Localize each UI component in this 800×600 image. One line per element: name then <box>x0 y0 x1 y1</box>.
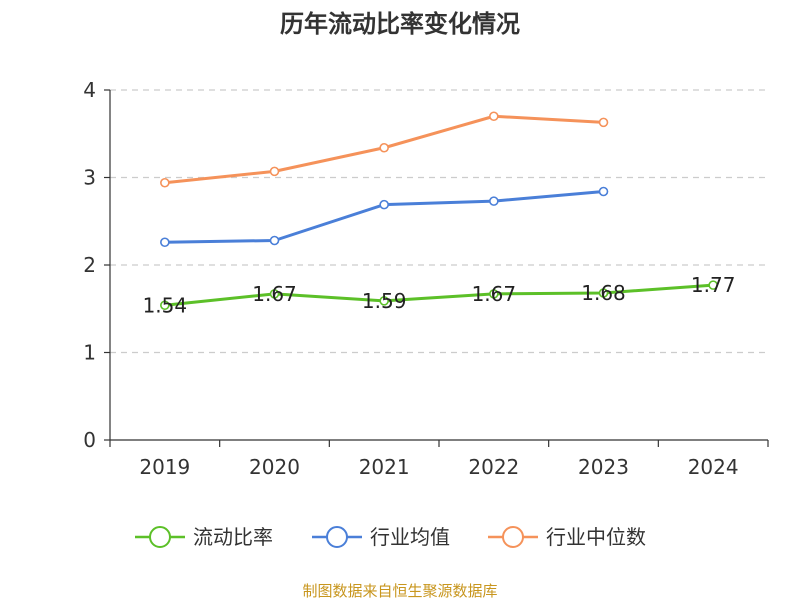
x-tick-label: 2023 <box>578 455 629 479</box>
x-tick-label: 2024 <box>688 455 739 479</box>
data-point <box>598 288 609 298</box>
x-tick-label: 2020 <box>249 455 300 479</box>
chart-title: 历年流动比率变化情况 <box>280 10 520 38</box>
data-point <box>489 111 499 122</box>
x-tick-label: 2022 <box>468 455 519 479</box>
data-point <box>160 300 170 311</box>
legend-label: 行业均值 <box>370 525 450 549</box>
x-tick-label: 2019 <box>139 455 190 479</box>
y-tick-label: 1 <box>83 341 96 365</box>
legend-marker <box>502 526 524 548</box>
data-point <box>379 142 389 153</box>
source-note: 制图数据来自恒生聚源数据库 <box>302 582 497 600</box>
series-group <box>160 111 718 311</box>
legend-marker <box>149 526 171 548</box>
legend-label: 流动比率 <box>193 525 273 549</box>
data-label: 1.68 <box>581 281 626 305</box>
y-tick-label: 2 <box>83 253 96 277</box>
data-point <box>160 177 170 188</box>
data-label: 1.54 <box>143 293 188 317</box>
y-tick-label: 0 <box>83 428 96 452</box>
data-labels: 1.54 1.67 1.59 1.67 1.68 1.77 <box>143 273 736 317</box>
legend-marker <box>326 526 348 548</box>
legend: 流动比率 行业均值 行业中位数 <box>135 525 646 549</box>
axes: 0 1 2 3 4 2019 2020 2021 2022 2023 2024 <box>83 78 769 479</box>
y-tick-label: 4 <box>83 78 96 102</box>
x-tick-label: 2021 <box>359 455 410 479</box>
data-label: 1.59 <box>362 289 407 313</box>
y-tick-label: 3 <box>83 166 96 190</box>
data-point <box>269 166 280 177</box>
data-point <box>379 296 389 306</box>
legend-item[interactable]: 流动比率 <box>135 525 273 549</box>
data-point <box>489 196 499 206</box>
data-point <box>598 117 609 128</box>
data-label: 1.67 <box>252 282 297 306</box>
series-line <box>164 283 714 307</box>
data-label: 1.67 <box>472 282 517 306</box>
data-point <box>160 237 170 248</box>
legend-item[interactable]: 行业均值 <box>312 525 450 549</box>
data-point <box>708 280 718 290</box>
data-label: 1.77 <box>691 273 736 297</box>
series-line <box>164 190 604 244</box>
data-point <box>598 186 609 197</box>
grid-lines <box>110 89 768 354</box>
data-point <box>379 199 389 210</box>
data-point <box>269 235 280 246</box>
data-point <box>269 289 280 299</box>
data-point <box>489 289 499 299</box>
legend-item[interactable]: 行业中位数 <box>488 525 646 549</box>
legend-label: 行业中位数 <box>546 525 646 549</box>
